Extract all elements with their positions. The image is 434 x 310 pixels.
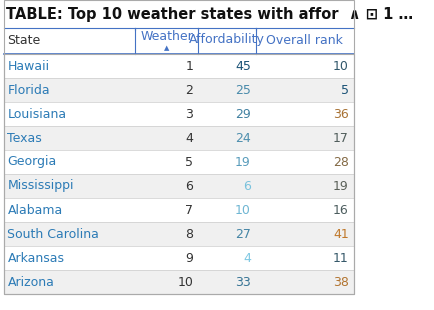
Bar [4,54,354,294]
Text: Affordability: Affordability [189,33,265,46]
Text: 36: 36 [333,108,349,121]
Text: 27: 27 [235,228,251,241]
Text: 5: 5 [185,156,193,169]
Text: Weather: Weather [140,30,193,43]
Bar [4,246,354,270]
Bar [0,0,358,28]
Bar [4,126,354,150]
Text: 2: 2 [185,83,193,96]
Text: 9: 9 [185,251,193,264]
Text: Florida: Florida [7,83,50,96]
Text: 41: 41 [333,228,349,241]
Text: 8: 8 [185,228,193,241]
Text: ▲: ▲ [164,45,169,51]
Bar [4,270,354,294]
Text: 28: 28 [333,156,349,169]
Text: Texas: Texas [7,131,42,144]
Text: South Carolina: South Carolina [7,228,99,241]
Text: Alabama: Alabama [7,203,62,216]
Bar [4,28,354,54]
Text: 17: 17 [333,131,349,144]
Bar [4,198,354,222]
Text: 29: 29 [235,108,251,121]
Text: 25: 25 [235,83,251,96]
Text: 33: 33 [235,276,251,289]
Bar [4,174,354,198]
Text: 5: 5 [341,83,349,96]
Bar [4,78,354,102]
Text: 10: 10 [333,60,349,73]
Text: 10: 10 [235,203,251,216]
Text: 16: 16 [333,203,349,216]
Text: 6: 6 [185,179,193,193]
Text: TABLE: Top 10 weather states with affor  ∧ ⊡ 1 …: TABLE: Top 10 weather states with affor … [6,7,413,21]
Text: 24: 24 [235,131,251,144]
Text: 4: 4 [243,251,251,264]
Text: Georgia: Georgia [7,156,57,169]
Text: 38: 38 [333,276,349,289]
Text: 4: 4 [185,131,193,144]
Bar [4,222,354,246]
Bar [4,54,354,78]
Text: Overall rank: Overall rank [266,33,343,46]
Text: 1: 1 [185,60,193,73]
Text: 10: 10 [178,276,193,289]
Text: 19: 19 [235,156,251,169]
Text: Hawaii: Hawaii [7,60,49,73]
Text: Arkansas: Arkansas [7,251,64,264]
Bar [4,102,354,126]
Text: 11: 11 [333,251,349,264]
Text: 3: 3 [185,108,193,121]
Text: Arizona: Arizona [7,276,54,289]
Bar [4,150,354,174]
Text: 6: 6 [243,179,251,193]
Text: 7: 7 [185,203,193,216]
Text: Louisiana: Louisiana [7,108,66,121]
Text: 19: 19 [333,179,349,193]
Text: 45: 45 [235,60,251,73]
Text: State: State [7,33,41,46]
Text: Mississippi: Mississippi [7,179,74,193]
